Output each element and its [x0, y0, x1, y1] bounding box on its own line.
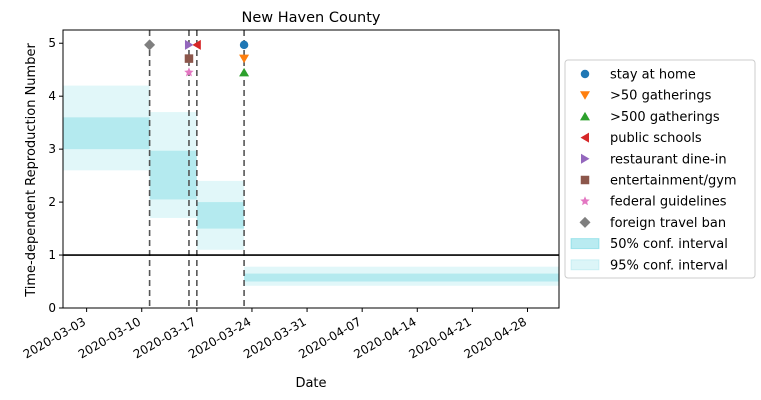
legend-swatch-8: [570, 238, 600, 250]
y-tick-label-1: 1: [48, 248, 56, 262]
legend-label-2: >500 gatherings: [610, 110, 720, 125]
intervention-marker-7: [144, 39, 156, 51]
legend-marker-2: [580, 111, 590, 121]
x-tick-label-8: 2020-04-28: [462, 314, 529, 361]
y-tick-label-2: 2: [48, 195, 56, 209]
legend-label-3: public schools: [610, 131, 702, 146]
legend-label-1: >50 gatherings: [610, 89, 712, 104]
legend-swatch-9: [570, 259, 600, 271]
legend-label-7: foreign travel ban: [610, 216, 726, 231]
intervention-marker-2: [239, 67, 250, 77]
legend-label-8: 50% conf. interval: [610, 237, 728, 252]
legend-marker-7: [579, 216, 591, 228]
intervention-marker-5: [184, 54, 194, 63]
intervention-marker-0: [239, 40, 249, 50]
legend-box: [564, 59, 756, 279]
axes-frame: [62, 29, 560, 309]
intervention-marker-1: [239, 54, 250, 64]
ci50-band-1: [149, 150, 189, 200]
ci50-band-0: [63, 117, 150, 150]
y-tick-label-5: 5: [48, 36, 56, 50]
legend-marker-5: [580, 175, 590, 185]
y-tick-label-3: 3: [48, 142, 56, 156]
intervention-marker-4: [184, 39, 194, 50]
ci95-band-1: [149, 112, 189, 218]
legend-marker-3: [580, 132, 589, 143]
legend-marker-0: [580, 69, 590, 79]
legend-label-9: 95% conf. interval: [610, 258, 728, 273]
x-axis-title: Date: [295, 376, 326, 391]
ci95-band-2: [188, 112, 197, 218]
legend-label-0: stay at home: [610, 68, 696, 83]
legend-label-5: entertainment/gym: [610, 174, 737, 189]
legend-marker-4: [581, 153, 590, 164]
ci95-band-0: [63, 85, 150, 171]
y-tick-label-0: 0: [48, 301, 56, 315]
chart-title: New Haven County: [242, 10, 381, 26]
legend-label-6: federal guidelines: [610, 195, 727, 210]
ci95-band-3: [196, 180, 245, 250]
y-tick-label-4: 4: [48, 89, 56, 103]
ci95-band-4: [244, 266, 560, 286]
ci50-band-2: [188, 150, 197, 200]
intervention-marker-6: [184, 67, 194, 77]
ci50-band-3: [196, 202, 245, 229]
legend-label-4: restaurant dine-in: [610, 152, 727, 167]
plot-area: 0123452020-03-032020-03-102020-03-172020…: [21, 29, 560, 361]
legend-marker-1: [580, 91, 590, 100]
intervention-marker-3: [192, 39, 201, 50]
ci50-band-4: [244, 273, 560, 282]
y-axis-title: Time-dependent Reproduction Number: [24, 43, 39, 298]
legend-marker-6: [580, 196, 590, 206]
legend: stay at home >50 gatherings >500 gathering…: [564, 59, 756, 279]
